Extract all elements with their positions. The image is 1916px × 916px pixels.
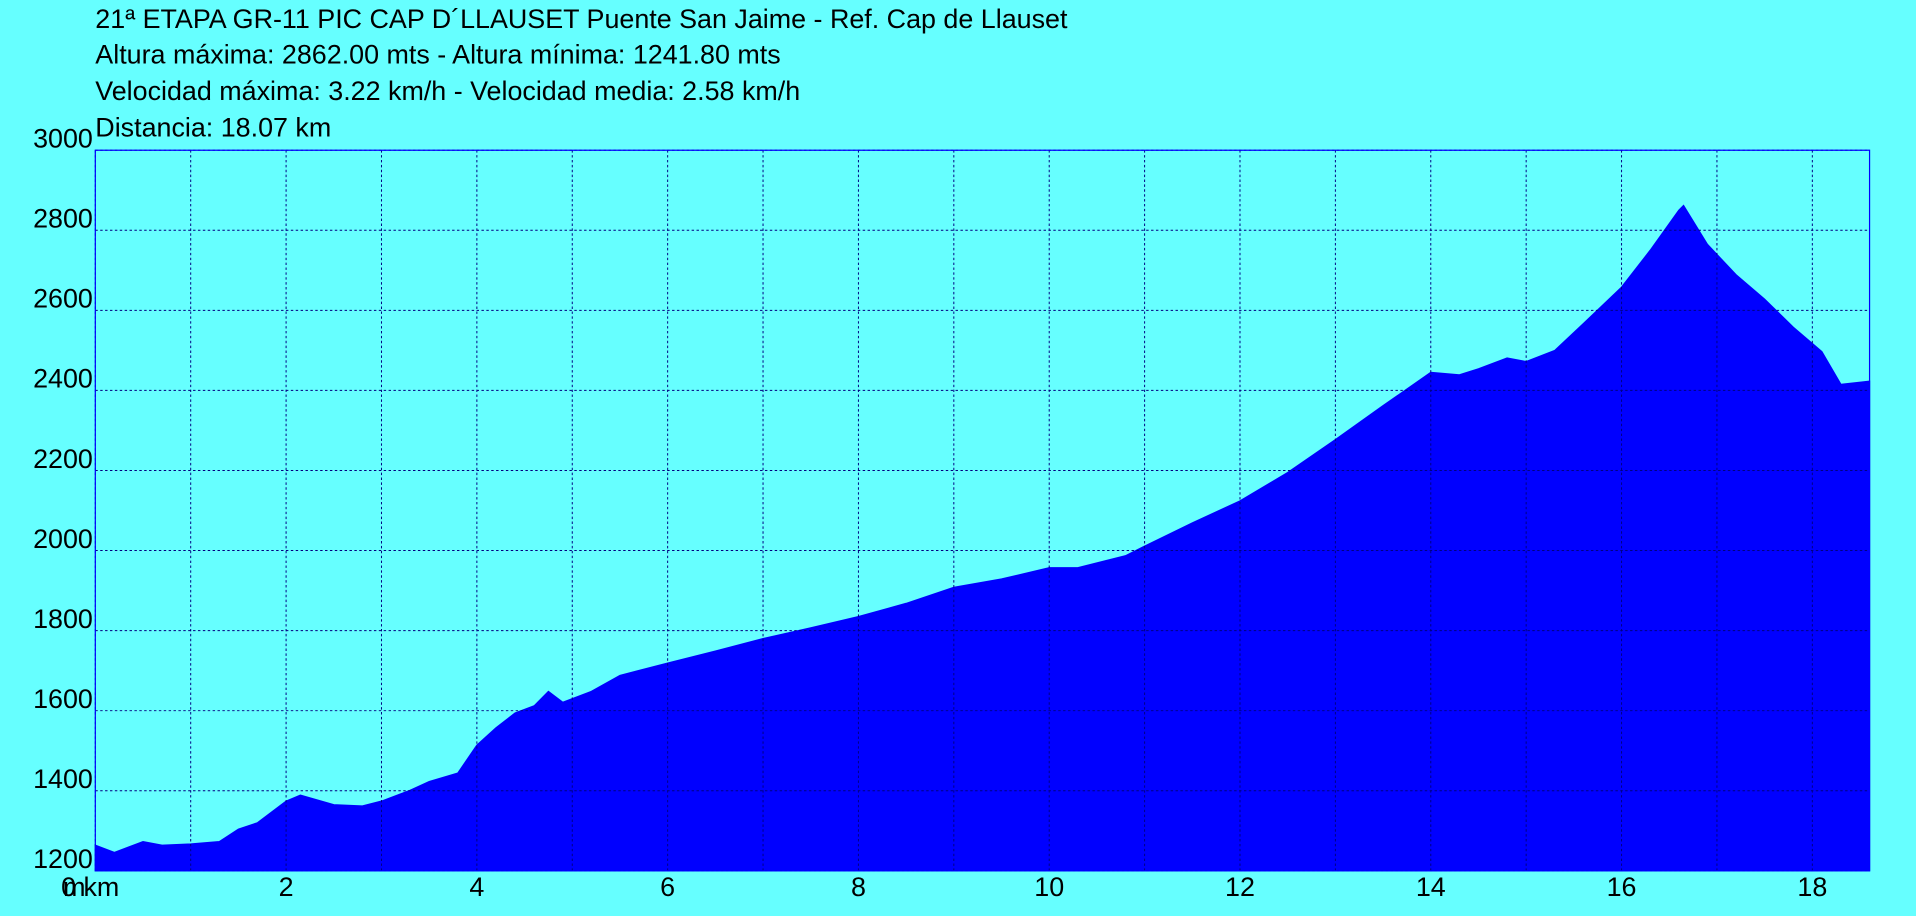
chart-title: 21ª ETAPA GR-11 PIC CAP D´LLAUSET Puente… xyxy=(95,4,1068,34)
x-tick-label: 6 xyxy=(660,872,675,902)
y-tick-label: 2400 xyxy=(33,364,93,394)
x-tick-label: 12 xyxy=(1225,872,1255,902)
chart-subtitle: Altura máxima: 2862.00 mts - Altura míni… xyxy=(95,39,780,69)
x-tick-label: 10 xyxy=(1034,872,1064,902)
plot-border xyxy=(94,149,1871,872)
elevation-area xyxy=(94,204,1871,872)
y-axis-label: m xyxy=(63,872,85,902)
x-tick-label: 0 km xyxy=(61,872,119,902)
y-tick-label: 3000 xyxy=(33,124,93,154)
y-tick-label: 2800 xyxy=(33,204,93,234)
x-tick-label: 8 xyxy=(851,872,866,902)
x-tick-label: 4 xyxy=(469,872,484,902)
x-tick-label: 14 xyxy=(1416,872,1446,902)
x-tick-label: 2 xyxy=(279,872,294,902)
y-tick-label: 2000 xyxy=(33,524,93,554)
y-tick-label: 1400 xyxy=(33,764,93,794)
y-tick-label: 2600 xyxy=(33,284,93,314)
y-tick-label: 1200 xyxy=(33,844,93,874)
y-tick-label: 2200 xyxy=(33,444,93,474)
x-tick-label: 16 xyxy=(1607,872,1637,902)
x-tick-label: 18 xyxy=(1797,872,1827,902)
y-tick-label: 1800 xyxy=(33,604,93,634)
chart-subtitle: Distancia: 18.07 km xyxy=(95,113,331,143)
chart-subtitle: Velocidad máxima: 3.22 km/h - Velocidad … xyxy=(95,76,800,106)
y-tick-label: 1600 xyxy=(33,684,93,714)
